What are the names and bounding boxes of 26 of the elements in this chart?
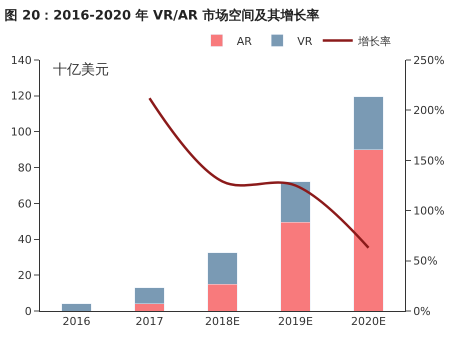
x-tick-label: 2019E	[278, 315, 314, 328]
x-tick-label: 2018E	[205, 315, 240, 328]
y-tick-label: 140	[10, 54, 32, 67]
y2-tick-label: 250%	[413, 54, 445, 67]
chart-title: 图 20：2016-2020 年 VR/AR 市场空间及其增长率	[4, 7, 320, 24]
annotation: 十亿美元	[53, 62, 109, 78]
legend-label: VR	[297, 34, 313, 48]
y2-tick-label: 0%	[413, 304, 431, 318]
y-tick-label: 60	[18, 197, 32, 210]
y-tick-label: 120	[10, 90, 32, 103]
y2-tick-label: 100%	[413, 204, 445, 218]
y-tick-label: 40	[18, 233, 32, 246]
y2-tick-label: 150%	[413, 154, 445, 168]
y-tick-label: 100	[10, 126, 32, 139]
x-tick-label: 2016	[62, 315, 90, 328]
legend-label: 增长率	[356, 34, 391, 48]
y-tick-label: 80	[18, 161, 32, 174]
y-tick-label: 20	[18, 268, 32, 282]
line-series	[148, 96, 370, 249]
bar	[62, 304, 92, 311]
y2-tick-label: 200%	[413, 104, 445, 118]
y2-tick-label: 50%	[413, 254, 438, 268]
x-tick-label: 2017	[136, 315, 164, 328]
y-tick-label: 0	[24, 304, 32, 318]
x-tick-label: 2020E	[351, 315, 386, 328]
legend-label: AR	[236, 34, 252, 48]
